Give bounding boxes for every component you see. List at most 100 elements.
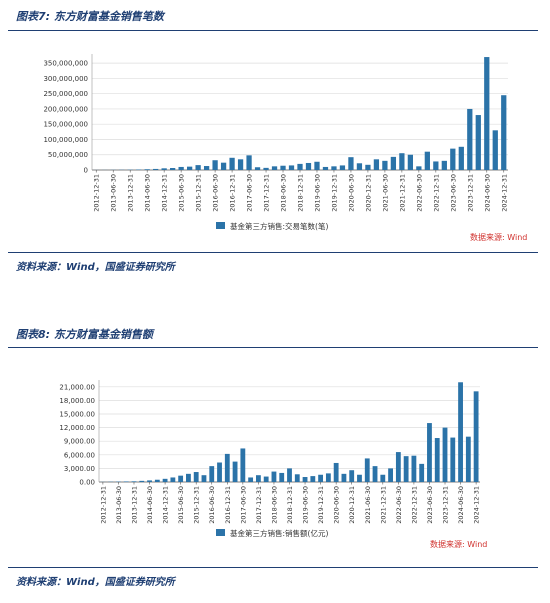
bar-2014-06-30 xyxy=(144,169,150,170)
bar-2015-09-30 xyxy=(187,166,193,170)
bar-2017-12-31 xyxy=(263,167,269,170)
figure-7-legend-label: 基金第三方销售:交易笔数(笔) xyxy=(230,221,328,231)
y-tick-label: 50,000,000 xyxy=(48,151,88,159)
figure-8-y-tick-labels: 0.00 3,000.00 6,000.00 9,000.00 12,000.00 15,… xyxy=(59,383,95,486)
x-tick-label: 2019-06-30 xyxy=(302,486,310,524)
figure-7-bottom-rule xyxy=(8,252,538,253)
y-tick-label: 100,000,000 xyxy=(43,136,88,144)
x-tick-label: 2024-06-30 xyxy=(457,486,465,524)
y-tick-label: 0 xyxy=(84,167,88,175)
bar-2014-06-30 xyxy=(147,480,152,482)
bar-2020-03-31 xyxy=(325,473,331,482)
bar-2022-12-31 xyxy=(411,455,417,482)
bar-2019-06-30 xyxy=(302,477,308,482)
x-tick-label: 2013-06-30 xyxy=(115,486,123,524)
figure-8-bar-chart: 0.00 3,000.00 6,000.00 9,000.00 12,000.00 15,… xyxy=(59,380,487,549)
figure-8-legend-label: 基金第三方销售:销售额(亿元) xyxy=(230,528,328,538)
x-tick-label: 2022-06-30 xyxy=(415,174,423,212)
bar-2021-06-30 xyxy=(382,160,388,170)
y-tick-label: 15,000.00 xyxy=(59,411,95,419)
bar-2020-12-31 xyxy=(365,164,371,170)
y-tick-label: 12,000.00 xyxy=(59,424,95,432)
x-tick-label: 2019-06-30 xyxy=(313,174,321,212)
figure-7-y-tick-labels: 0 50,000,000 100,000,000 150,000,000 200,000… xyxy=(43,60,88,175)
bar-2024-12-31 xyxy=(473,391,479,482)
bar-2020-03-31 xyxy=(339,165,346,170)
x-tick-label: 2018-12-31 xyxy=(286,486,294,524)
x-tick-label: 2021-12-31 xyxy=(379,486,387,524)
bar-2024-09-30 xyxy=(465,436,471,482)
y-tick-label: 21,000.00 xyxy=(59,383,95,391)
bar-2016-06-30 xyxy=(209,466,215,482)
y-tick-label: 18,000.00 xyxy=(59,397,95,405)
bar-2022-03-31 xyxy=(388,468,393,482)
bar-2013-12-31 xyxy=(131,481,137,482)
figure-8-top-rule xyxy=(8,347,538,348)
bar-2016-09-30 xyxy=(220,162,227,170)
bar-2015-06-30 xyxy=(178,475,184,482)
x-tick-label: 2020-12-31 xyxy=(348,486,356,524)
x-tick-label: 2024-12-31 xyxy=(473,486,481,524)
x-tick-label: 2022-12-31 xyxy=(410,486,418,524)
bar-2013-09-30 xyxy=(123,481,129,482)
bar-2016-12-31 xyxy=(224,453,230,482)
bar-2020-09-30 xyxy=(341,473,347,482)
figure-7-bar-chart: 0 50,000,000 100,000,000 150,000,000 200,000… xyxy=(43,54,527,242)
bar-2023-09-30 xyxy=(434,438,440,482)
bar-2016-03-31 xyxy=(201,475,207,482)
bar-2019-06-30 xyxy=(314,161,320,170)
bar-2024-09-30 xyxy=(492,130,498,170)
x-tick-label: 2019-12-31 xyxy=(317,486,325,524)
y-tick-label: 350,000,000 xyxy=(43,60,88,68)
x-tick-label: 2017-12-31 xyxy=(263,174,271,212)
bar-2019-03-31 xyxy=(294,474,300,482)
bar-2017-06-30 xyxy=(246,155,252,170)
x-tick-label: 2023-06-30 xyxy=(426,486,434,524)
bar-2014-12-31 xyxy=(161,168,167,170)
bar-2023-06-30 xyxy=(450,148,456,170)
figure-8-source-note: 资料来源：Wind，国盛证券研究所 xyxy=(16,577,175,588)
x-tick-label: 2012-12-31 xyxy=(99,486,107,524)
bar-2021-06-30 xyxy=(364,458,370,482)
x-tick-label: 2018-12-31 xyxy=(297,174,305,212)
bar-2014-09-30 xyxy=(153,168,159,170)
bar-2015-06-30 xyxy=(178,166,184,170)
x-tick-label: 2022-06-30 xyxy=(395,486,403,524)
x-tick-label: 2020-06-30 xyxy=(347,174,355,212)
bar-2015-09-30 xyxy=(186,473,191,482)
figure-7-data-source: 数据来源: Wind xyxy=(470,232,527,242)
bar-2023-12-31 xyxy=(442,427,448,482)
bar-2020-12-31 xyxy=(349,470,355,482)
x-tick-label: 2024-12-31 xyxy=(500,174,508,212)
bar-2022-06-30 xyxy=(395,452,401,482)
x-tick-label: 2014-06-30 xyxy=(144,174,152,212)
bar-2021-03-31 xyxy=(373,159,380,170)
x-tick-label: 2017-12-31 xyxy=(255,486,263,524)
bar-2021-09-30 xyxy=(372,466,378,482)
x-tick-label: 2023-06-30 xyxy=(449,174,457,212)
bar-2020-09-30 xyxy=(356,163,363,170)
x-tick-label: 2012-12-31 xyxy=(93,174,101,212)
x-tick-label: 2016-06-30 xyxy=(208,486,216,524)
x-tick-label: 2014-12-31 xyxy=(161,174,169,212)
x-tick-label: 2017-06-30 xyxy=(239,486,247,524)
bar-2016-03-31 xyxy=(203,166,210,170)
bar-2020-06-30 xyxy=(348,157,354,170)
figure-8-bottom-rule xyxy=(8,567,538,568)
bar-2024-12-31 xyxy=(501,95,507,170)
bar-2018-09-30 xyxy=(288,165,295,170)
bar-2023-06-30 xyxy=(427,423,432,482)
figure-8-x-tick-labels: 2012-12-31 2013-06-30 2013-12-31 2014-06-30… xyxy=(99,486,480,524)
bar-2019-03-31 xyxy=(305,162,312,170)
y-tick-label: 250,000,000 xyxy=(43,90,88,98)
bar-2016-09-30 xyxy=(217,462,222,482)
x-tick-label: 2016-12-31 xyxy=(224,486,232,524)
bar-2021-03-31 xyxy=(357,474,362,482)
x-tick-label: 2021-06-30 xyxy=(364,486,372,524)
figure-8-gridlines xyxy=(99,386,480,469)
y-tick-label: 200,000,000 xyxy=(43,105,88,113)
bar-2018-06-30 xyxy=(271,471,277,482)
x-tick-label: 2023-12-31 xyxy=(442,486,450,524)
x-tick-label: 2013-06-30 xyxy=(110,174,118,212)
bar-2018-09-30 xyxy=(279,472,285,482)
